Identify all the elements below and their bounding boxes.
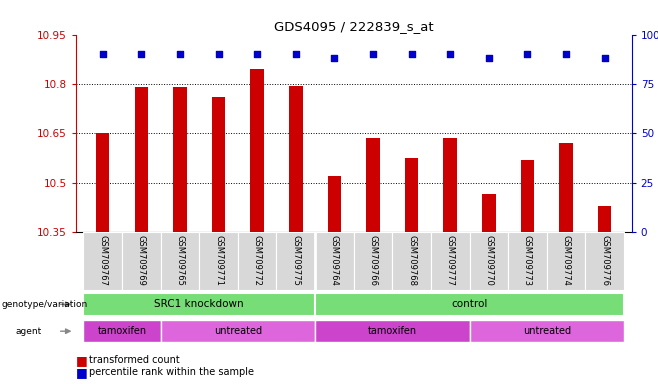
Point bbox=[290, 51, 301, 58]
Text: GSM709774: GSM709774 bbox=[561, 235, 570, 286]
Bar bbox=[84, 232, 122, 290]
Bar bbox=[96, 134, 109, 232]
Text: control: control bbox=[451, 299, 488, 310]
Bar bbox=[405, 158, 418, 232]
Bar bbox=[443, 138, 457, 232]
Bar bbox=[482, 194, 495, 232]
Bar bbox=[431, 232, 470, 290]
Bar bbox=[470, 320, 624, 343]
Bar bbox=[559, 143, 573, 232]
Text: GSM709777: GSM709777 bbox=[445, 235, 455, 286]
Text: tamoxifen: tamoxifen bbox=[368, 326, 417, 336]
Point bbox=[561, 51, 571, 58]
Bar bbox=[367, 138, 380, 232]
Bar bbox=[84, 320, 161, 343]
Bar bbox=[161, 232, 199, 290]
Bar bbox=[173, 87, 187, 232]
Bar bbox=[276, 232, 315, 290]
Text: GSM709770: GSM709770 bbox=[484, 235, 494, 286]
Point bbox=[599, 55, 610, 61]
Point bbox=[407, 51, 417, 58]
Bar bbox=[315, 232, 354, 290]
Bar bbox=[586, 232, 624, 290]
Text: genotype/variation: genotype/variation bbox=[1, 300, 88, 309]
Text: agent: agent bbox=[15, 327, 41, 336]
Point bbox=[522, 51, 533, 58]
Bar bbox=[238, 232, 276, 290]
Bar bbox=[212, 97, 225, 232]
Point bbox=[97, 51, 108, 58]
Point bbox=[136, 51, 147, 58]
Text: GSM709766: GSM709766 bbox=[368, 235, 378, 286]
Point bbox=[252, 51, 263, 58]
Text: GSM709772: GSM709772 bbox=[253, 235, 262, 286]
Point bbox=[213, 51, 224, 58]
Text: SRC1 knockdown: SRC1 knockdown bbox=[155, 299, 244, 310]
Text: ■: ■ bbox=[76, 366, 88, 379]
Bar bbox=[161, 320, 315, 343]
Point bbox=[368, 51, 378, 58]
Bar bbox=[354, 232, 392, 290]
Point bbox=[484, 55, 494, 61]
Text: GSM709765: GSM709765 bbox=[176, 235, 184, 286]
Text: GSM709769: GSM709769 bbox=[137, 235, 146, 286]
Point bbox=[329, 55, 340, 61]
Point bbox=[174, 51, 185, 58]
Text: GSM709775: GSM709775 bbox=[291, 235, 300, 286]
Text: GSM709767: GSM709767 bbox=[98, 235, 107, 286]
Text: GSM709776: GSM709776 bbox=[600, 235, 609, 286]
Text: transformed count: transformed count bbox=[89, 355, 180, 365]
Bar bbox=[392, 232, 431, 290]
Text: GSM709764: GSM709764 bbox=[330, 235, 339, 286]
Point bbox=[445, 51, 455, 58]
Bar bbox=[520, 160, 534, 232]
Text: GSM709768: GSM709768 bbox=[407, 235, 416, 286]
Bar bbox=[84, 293, 315, 316]
Bar bbox=[328, 176, 341, 232]
Text: tamoxifen: tamoxifen bbox=[97, 326, 147, 336]
Text: untreated: untreated bbox=[214, 326, 262, 336]
Text: GSM709773: GSM709773 bbox=[523, 235, 532, 286]
Text: ■: ■ bbox=[76, 354, 88, 367]
Bar bbox=[315, 320, 470, 343]
Bar bbox=[315, 293, 624, 316]
Bar bbox=[199, 232, 238, 290]
Bar bbox=[122, 232, 161, 290]
Bar bbox=[134, 87, 148, 232]
Bar bbox=[598, 206, 611, 232]
Bar bbox=[289, 86, 303, 232]
Text: percentile rank within the sample: percentile rank within the sample bbox=[89, 367, 254, 377]
Text: untreated: untreated bbox=[522, 326, 570, 336]
Bar bbox=[470, 232, 508, 290]
Bar bbox=[508, 232, 547, 290]
Bar bbox=[251, 69, 264, 232]
Text: GSM709771: GSM709771 bbox=[214, 235, 223, 286]
Title: GDS4095 / 222839_s_at: GDS4095 / 222839_s_at bbox=[274, 20, 434, 33]
Bar bbox=[547, 232, 586, 290]
